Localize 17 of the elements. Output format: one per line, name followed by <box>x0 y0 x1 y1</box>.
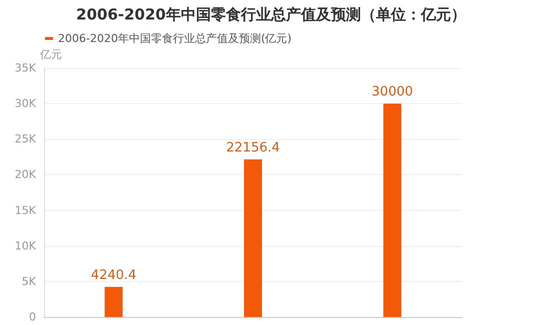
data-label: 30000 <box>372 84 414 100</box>
y-tick-label: 35K <box>14 62 37 74</box>
y-tick-label: 15K <box>14 204 37 217</box>
data-label: 4240.4 <box>90 268 136 283</box>
y-tick-label: 0 <box>29 310 36 324</box>
data-label: 22156.4 <box>226 140 280 156</box>
y-tick-label: 25K <box>14 132 37 146</box>
y-axis-title: 亿元 <box>39 48 62 61</box>
bar <box>104 286 123 317</box>
y-tick-label: 5K <box>22 274 37 288</box>
bar <box>383 104 402 317</box>
bar <box>244 159 262 317</box>
y-tick-label: 30K <box>14 97 37 110</box>
legend-label: 2006-2020年中国零食行业总产值及预测(亿元) <box>58 32 292 45</box>
y-tick-label: 20K <box>14 168 37 182</box>
chart-title: 2006-2020年中国零食行业总产值及预测（单位：亿元） <box>76 6 466 24</box>
y-tick-label: 10K <box>14 239 37 252</box>
